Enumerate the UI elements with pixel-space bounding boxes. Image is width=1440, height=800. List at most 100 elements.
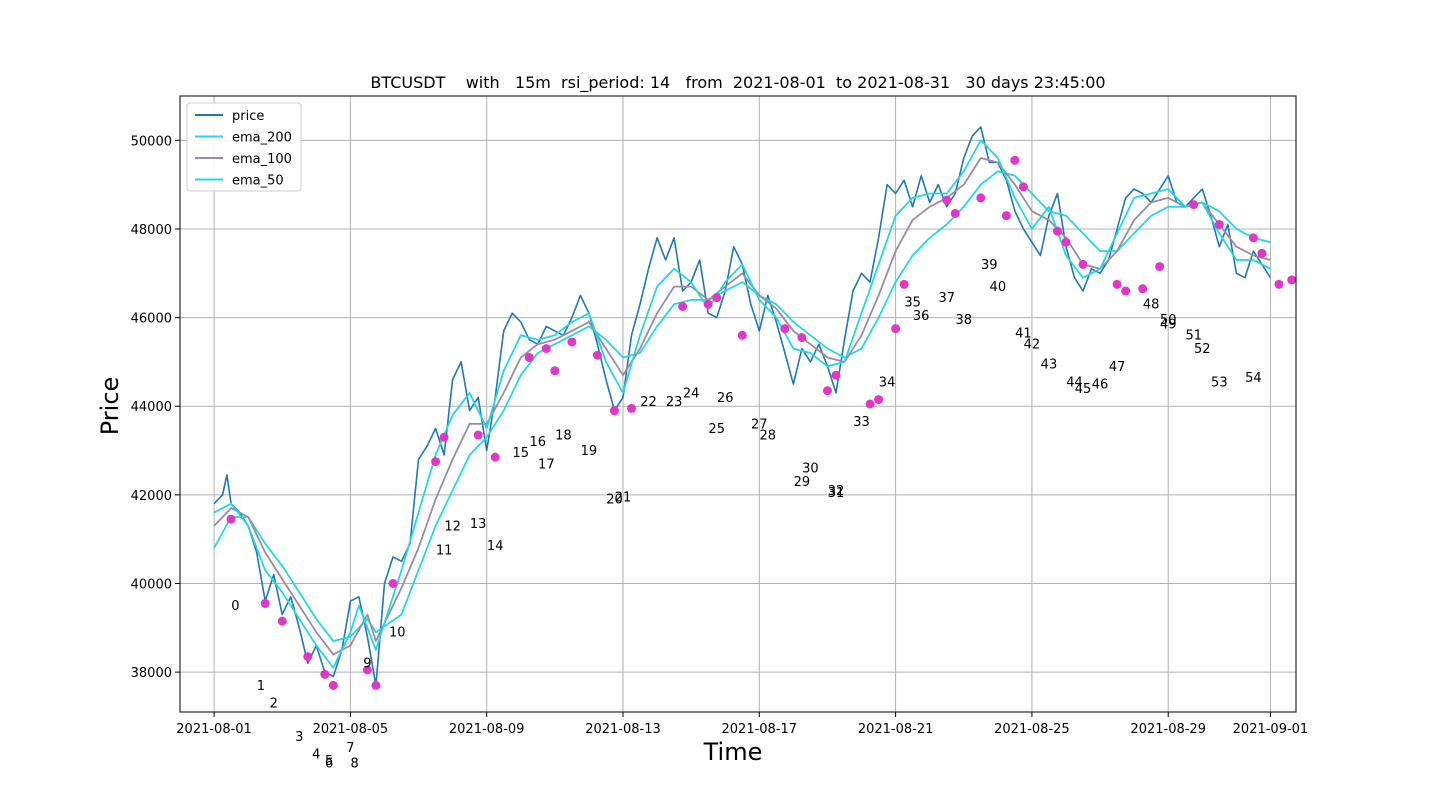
signal-marker — [1121, 286, 1131, 296]
signal-label: 10 — [389, 626, 406, 641]
signal-label: 4 — [312, 748, 320, 763]
signal-label: 54 — [1245, 371, 1262, 386]
signal-marker — [780, 324, 790, 334]
signal-marker — [1078, 259, 1088, 269]
signal-marker — [737, 330, 747, 340]
signal-marker — [950, 208, 960, 218]
signal-label: 21 — [615, 490, 632, 505]
signal-label: 30 — [802, 462, 819, 477]
signal-marker — [942, 195, 952, 205]
series-lines — [213, 126, 1272, 687]
signal-label: 47 — [1109, 360, 1126, 375]
signal-label: 12 — [444, 519, 461, 534]
signal-label: 46 — [1092, 377, 1109, 392]
signal-label: 31 — [828, 486, 845, 501]
signal-label: 0 — [231, 599, 239, 614]
signal-marker — [1189, 200, 1199, 210]
y-axis-label: Price — [96, 377, 124, 436]
legend-label-ema-50: ema_50 — [232, 174, 284, 189]
y-tick-label: 46000 — [131, 312, 172, 327]
signal-marker — [1274, 279, 1284, 289]
signal-marker — [388, 578, 398, 588]
signal-marker — [541, 344, 551, 354]
y-tick-label: 50000 — [131, 134, 172, 149]
signal-marker — [1061, 237, 1071, 247]
signal-marker — [1001, 211, 1011, 221]
signal-marker — [1257, 248, 1267, 258]
signal-marker — [1010, 155, 1020, 165]
signal-marker — [362, 665, 372, 675]
signal-marker — [1052, 226, 1062, 236]
signal-marker — [703, 299, 713, 309]
signal-label: 50 — [1160, 313, 1177, 328]
signal-marker — [609, 406, 619, 416]
signal-marker — [567, 337, 577, 347]
signal-label: 34 — [879, 375, 896, 390]
signal-label: 32 — [828, 484, 845, 499]
signal-label: 43 — [1041, 358, 1058, 373]
x-tick-label: 2021-08-29 — [1130, 722, 1206, 737]
signal-label: 16 — [530, 435, 547, 450]
x-tick-label: 2021-08-17 — [722, 722, 798, 737]
y-tick-label: 42000 — [131, 489, 172, 504]
signal-marker — [303, 652, 313, 662]
signal-marker — [1287, 275, 1297, 285]
signal-marker — [592, 350, 602, 360]
y-tick-label: 48000 — [131, 223, 172, 238]
signal-marker — [874, 395, 884, 405]
signal-label: 19 — [581, 444, 598, 459]
grid — [180, 96, 1296, 712]
signal-marker — [524, 352, 534, 362]
signal-marker — [1214, 220, 1224, 230]
signal-label: 48 — [1143, 298, 1160, 313]
signal-label: 15 — [512, 446, 529, 461]
series-line-price — [213, 126, 1272, 687]
signal-marker — [490, 452, 500, 462]
series-line-ema-50 — [213, 139, 1271, 669]
signal-label: 25 — [708, 422, 725, 437]
signal-label: 33 — [853, 415, 870, 430]
signal-label: 28 — [760, 428, 777, 443]
signal-label: 8 — [351, 756, 359, 771]
signal-label: 6 — [325, 756, 333, 771]
y-tick-label: 38000 — [131, 666, 172, 681]
signal-marker — [473, 430, 483, 440]
signal-marker — [260, 598, 270, 608]
signal-marker — [1018, 182, 1028, 192]
signal-label: 1 — [257, 679, 265, 694]
signal-label: 51 — [1185, 329, 1202, 344]
signal-label: 3 — [295, 730, 303, 745]
x-axis-label: Time — [703, 738, 763, 766]
signal-label: 45 — [1075, 382, 1092, 397]
signal-marker — [976, 193, 986, 203]
signal-label: 37 — [938, 291, 955, 306]
signal-label: 5 — [325, 754, 333, 769]
legend-label-price: price — [232, 109, 264, 124]
signal-label: 9 — [363, 657, 371, 672]
signal-marker — [1138, 284, 1148, 294]
signal-marker — [865, 399, 875, 409]
y-axis-ticks: 38000 40000 42000 44000 46000 48000 50000 — [131, 134, 180, 681]
signal-marker — [891, 324, 901, 334]
signal-label: 52 — [1194, 342, 1211, 357]
signal-label: 53 — [1211, 375, 1228, 390]
signal-marker — [439, 432, 449, 442]
x-tick-label: 2021-09-01 — [1233, 722, 1309, 737]
legend-label-ema-200: ema_200 — [232, 131, 292, 146]
signal-label: 39 — [981, 258, 998, 273]
signal-marker — [1248, 233, 1258, 243]
signal-label: 2 — [270, 697, 278, 712]
signal-label: 38 — [955, 313, 972, 328]
signal-marker — [899, 279, 909, 289]
signal-label: 18 — [555, 428, 572, 443]
y-tick-label: 44000 — [131, 400, 172, 415]
chart-title: BTCUSDT with 15m rsi_period: 14 from 202… — [370, 73, 1105, 93]
y-tick-label: 40000 — [131, 577, 172, 592]
legend: price ema_200 ema_100 ema_50 — [186, 102, 302, 192]
signal-label: 14 — [487, 539, 504, 554]
legend-box — [186, 102, 302, 192]
signal-marker — [678, 302, 688, 312]
signal-marker — [1112, 279, 1122, 289]
signal-marker — [822, 386, 832, 396]
